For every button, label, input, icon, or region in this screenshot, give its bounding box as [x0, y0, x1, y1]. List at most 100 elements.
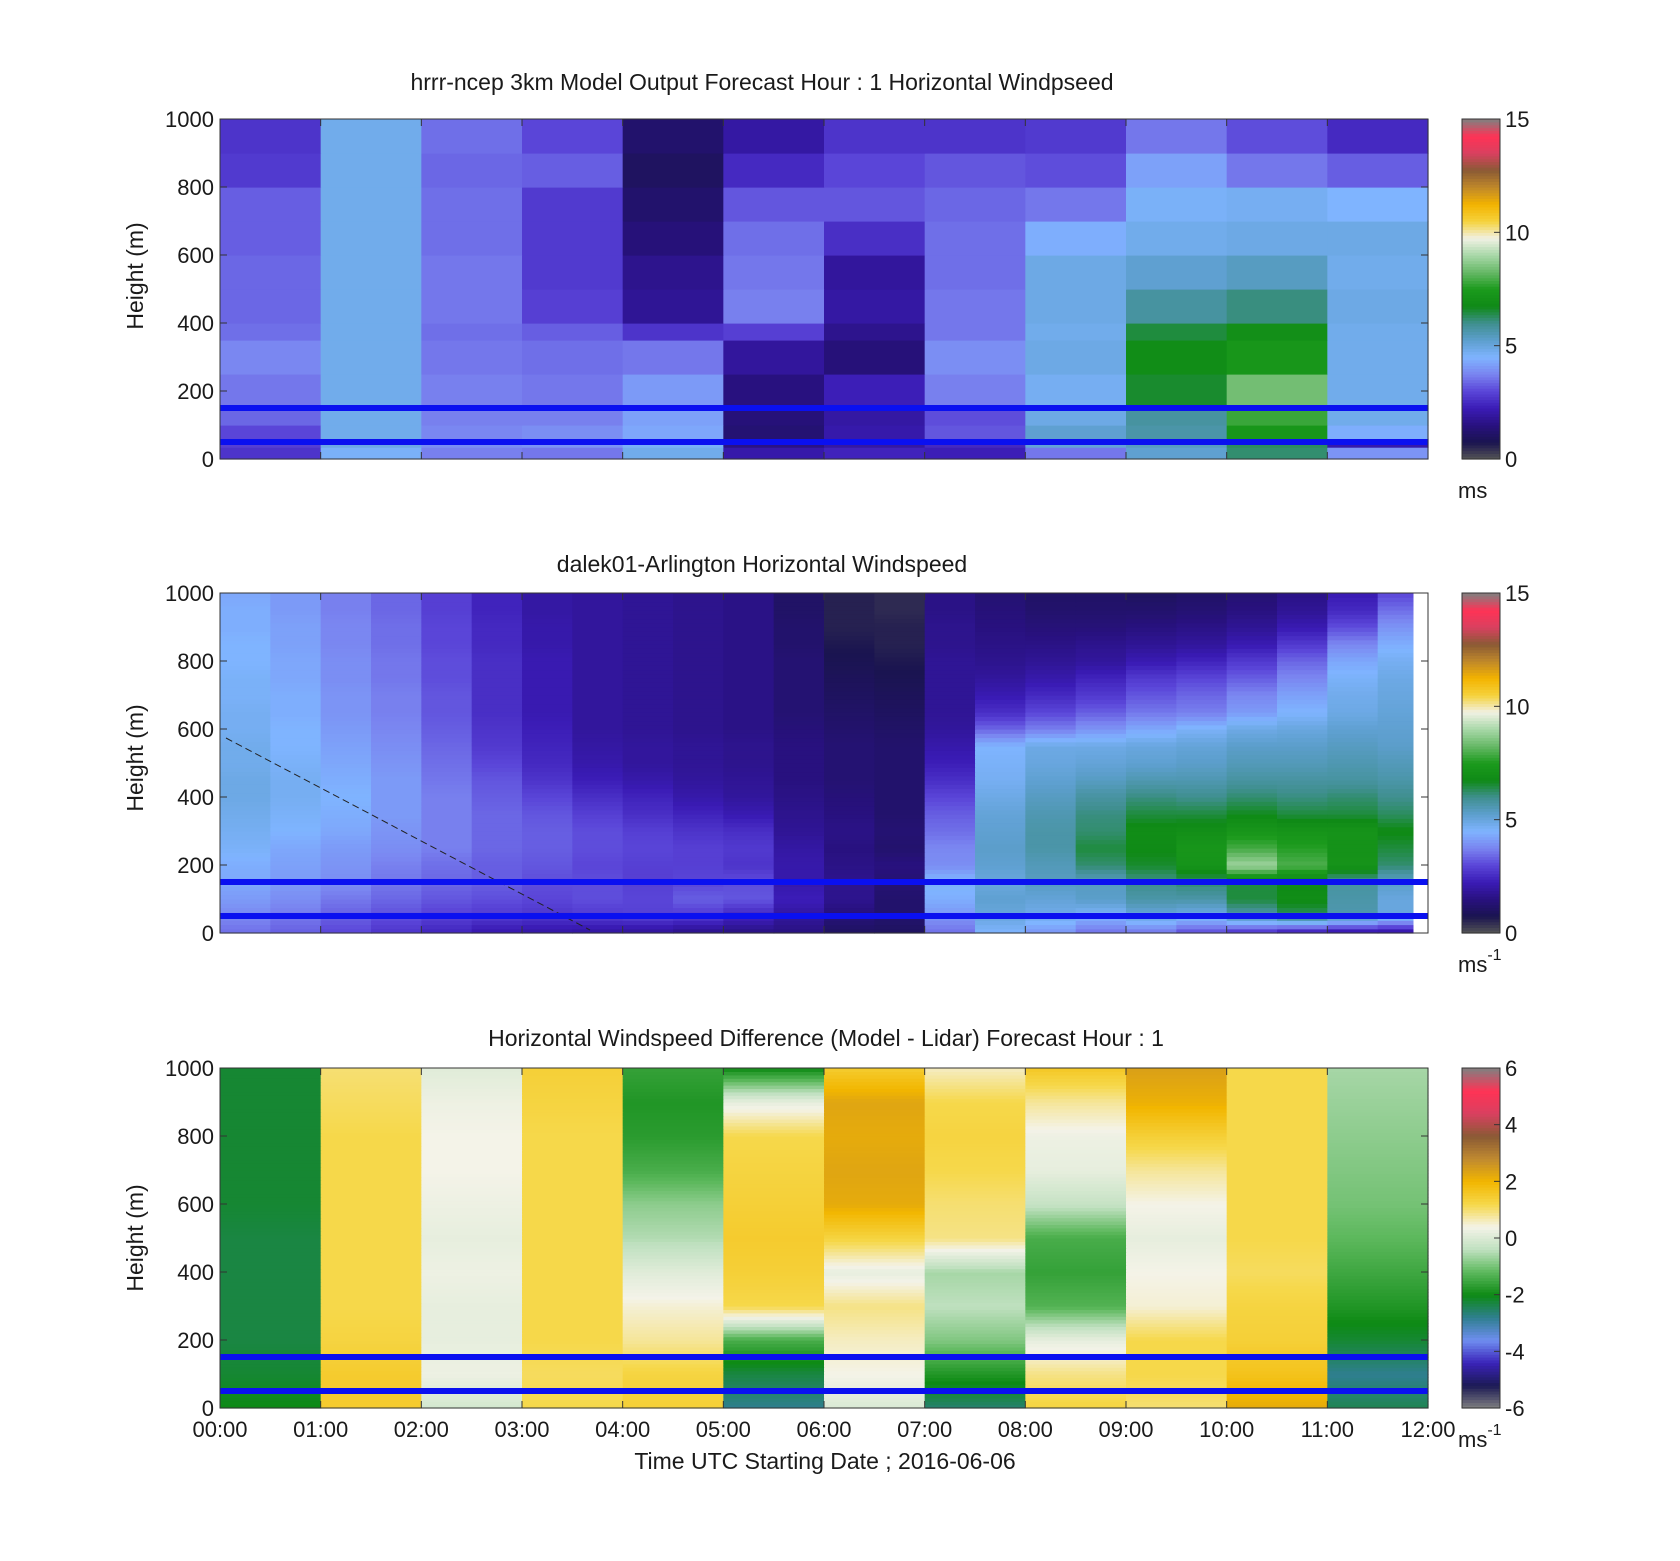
heatmap-cell [1126, 848, 1177, 853]
heatmap-cell [1327, 707, 1379, 713]
heatmap-cell [220, 425, 322, 440]
heatmap-cell [1075, 826, 1127, 832]
heatmap-cell [1327, 1170, 1429, 1174]
heatmap-cell [1176, 835, 1228, 841]
heatmap-cell [320, 682, 372, 688]
heatmap-cell [874, 903, 926, 909]
colorbar-segment [1462, 833, 1500, 838]
heatmap-cell [1226, 1173, 1328, 1178]
heatmap-cell [824, 1180, 926, 1185]
heatmap-cell [270, 639, 322, 645]
heatmap-cell [270, 724, 322, 730]
heatmap-cell [723, 903, 775, 909]
heatmap-cell [220, 665, 271, 671]
heatmap-cell [371, 618, 422, 624]
colorbar-segment [1462, 280, 1500, 284]
heatmap-cell [824, 801, 875, 807]
heatmap-cell [924, 605, 976, 611]
heatmap-cell [572, 848, 624, 853]
heatmap-cell [1226, 763, 1278, 768]
heatmap-cell [572, 699, 624, 705]
heatmap-cell [522, 673, 573, 679]
heatmap-cell [371, 835, 422, 841]
heatmap-cell [1025, 1095, 1127, 1100]
heatmap-cell [270, 597, 322, 603]
heatmap-cell [220, 1292, 322, 1297]
heatmap-cell [522, 1309, 624, 1314]
heatmap-cell [220, 741, 271, 747]
heatmap-cell [320, 1227, 422, 1232]
colorbar-segment [1462, 621, 1500, 625]
heatmap-cell [824, 695, 875, 700]
heatmap-cell [824, 1173, 926, 1178]
colorbar-segment [1462, 127, 1500, 131]
heatmap-cell [270, 656, 322, 662]
heatmap-cell [924, 818, 976, 824]
heatmap-cell [924, 644, 976, 649]
heatmap-cell [673, 733, 724, 739]
heatmap-cell [421, 639, 473, 645]
heatmap-cell [924, 1091, 1026, 1096]
heatmap-cell [320, 1234, 422, 1239]
heatmap-cell [1327, 809, 1379, 815]
heatmap-cell [622, 1102, 724, 1106]
heatmap-cell [1226, 1190, 1328, 1195]
heatmap-cell [522, 627, 573, 632]
heatmap-cell [723, 255, 825, 290]
heatmap-cell [723, 1377, 825, 1382]
heatmap-cell [320, 1384, 422, 1389]
heatmap-cell [1327, 1306, 1429, 1310]
heatmap-cell [371, 741, 422, 747]
heatmap-cell [824, 1248, 926, 1253]
heatmap-cell [220, 1122, 322, 1127]
heatmap-cell [874, 797, 926, 802]
heatmap-cell [723, 746, 775, 751]
y-tick-label: 600 [177, 717, 214, 742]
heatmap-cell [924, 771, 976, 777]
heatmap-cell [1025, 1068, 1127, 1072]
heatmap-cell [673, 920, 724, 926]
heatmap-cell [220, 374, 322, 409]
heatmap-cell [1176, 703, 1228, 709]
heatmap-cell [1377, 750, 1414, 756]
heatmap-cell [824, 1071, 926, 1076]
heatmap-cell [723, 593, 775, 598]
heatmap-cell [1226, 1234, 1328, 1239]
heatmap-cell [622, 323, 724, 341]
heatmap-cell [1327, 1129, 1429, 1134]
heatmap-cell [622, 1159, 724, 1164]
heatmap-cell [371, 601, 422, 607]
heatmap-cell [622, 695, 674, 700]
colorbar-segment [1462, 320, 1500, 324]
heatmap-cell [371, 631, 422, 637]
heatmap-cell [1075, 835, 1127, 841]
heatmap-cell [320, 724, 372, 730]
heatmap-cell [673, 686, 724, 692]
heatmap-cell [924, 1251, 1026, 1256]
y-axis-label: Height (m) [122, 222, 148, 329]
heatmap-cell [220, 1319, 322, 1324]
heatmap-cell [220, 605, 271, 611]
heatmap-cell [522, 1125, 624, 1130]
heatmap-cell [622, 597, 674, 603]
heatmap-cell [723, 1187, 825, 1191]
heatmap-cell [622, 1323, 724, 1327]
heatmap-cell [471, 928, 523, 934]
heatmap-cells [220, 1068, 1429, 1409]
heatmap-cell [522, 323, 624, 341]
colorbar-segment [1462, 1252, 1500, 1256]
heatmap-cell [1327, 1156, 1429, 1161]
heatmap-cell [220, 1326, 322, 1331]
heatmap-cell [421, 1309, 523, 1314]
heatmap-cell [1126, 187, 1228, 222]
heatmap-cell [320, 1289, 422, 1293]
heatmap-cell [371, 690, 422, 696]
heatmap-cell [924, 826, 976, 832]
heatmap-cell [1327, 1292, 1429, 1297]
heatmap-cell [421, 1360, 523, 1365]
heatmap-cell [1025, 447, 1127, 460]
heatmap-cell [1126, 780, 1177, 785]
heatmap-cell [1327, 1384, 1429, 1389]
heatmap-cell [723, 1374, 825, 1378]
colorbar-segment [1462, 121, 1500, 126]
